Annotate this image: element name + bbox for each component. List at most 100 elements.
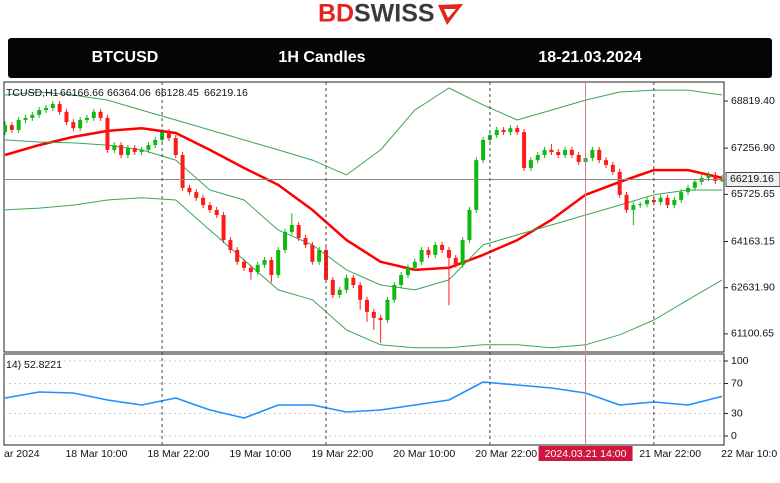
candle-body [57, 104, 62, 112]
rsi-line [4, 381, 723, 419]
candle-body [556, 151, 561, 156]
candle-body [351, 277, 356, 286]
candle-body [221, 215, 226, 241]
candle-body [310, 244, 315, 262]
candle-body [446, 250, 451, 258]
current-price-label: 66219.16 [730, 173, 774, 185]
candle-body [658, 197, 663, 203]
candle-body [248, 267, 253, 273]
header-timeframe: 1H Candles [278, 49, 365, 66]
candle-body [412, 261, 417, 268]
candle-body [453, 257, 458, 265]
candle-body [706, 174, 711, 178]
candle-body [228, 240, 233, 251]
candle-body [481, 139, 486, 161]
candle-body [201, 197, 206, 206]
candle-body [576, 155, 581, 162]
candle-body [371, 311, 376, 318]
candle-body [522, 132, 527, 168]
candle-body [358, 285, 363, 300]
candle-body [125, 148, 130, 156]
candle-body [255, 264, 260, 273]
candle-body [542, 149, 547, 156]
header-symbol: BTCUSD [92, 49, 159, 66]
candle-body [631, 205, 636, 210]
candle-body [494, 129, 499, 136]
candle-body [4, 125, 7, 133]
candle-body [467, 209, 472, 241]
candle-body [419, 250, 424, 262]
crosshair-label: 2024.03.21 14:00 [545, 448, 627, 460]
candle-body [173, 138, 178, 156]
candle-body [364, 299, 369, 312]
candle-body [37, 110, 42, 115]
y-tick-label: 70 [731, 377, 743, 389]
logo: BD SWISS [318, 0, 463, 28]
candle-body [64, 111, 69, 123]
candle-body [679, 192, 684, 200]
indicator-line [4, 139, 723, 291]
candle-body [78, 120, 83, 129]
x-tick-label: 20 Mar 10:00 [393, 448, 455, 460]
ohlc-high: 66364.06 [107, 87, 151, 99]
ohlc-close: 66219.16 [204, 87, 248, 99]
candle-body [84, 117, 89, 121]
x-tick-label: 19 Mar 10:00 [229, 448, 291, 460]
candle-body [672, 199, 677, 206]
candle-body [269, 259, 274, 276]
y-tick-label: 64163.15 [731, 235, 775, 247]
candle-body [194, 192, 199, 198]
candle-body [276, 250, 281, 276]
y-tick-label: 67256.90 [731, 142, 775, 154]
candle-body [98, 111, 103, 118]
candle-body [433, 244, 438, 255]
crosshair-label-box [538, 446, 633, 461]
candle-body [23, 117, 28, 121]
y-tick-label: 0 [731, 430, 737, 442]
rsi-panel [3, 353, 725, 446]
candle-body [30, 114, 35, 118]
candle-body [610, 164, 615, 172]
candle-body [651, 199, 656, 203]
candle-body [289, 224, 294, 232]
header-period: 18-21.03.2024 [538, 49, 641, 66]
candle-body [713, 174, 718, 181]
candle-body [569, 149, 574, 156]
candle-body [330, 279, 335, 295]
candle-body [645, 199, 650, 205]
candle-body [426, 250, 431, 255]
candle-body [515, 128, 520, 133]
candle-body [399, 275, 404, 286]
candle-body [528, 160, 533, 168]
candle-body [638, 204, 643, 206]
rsi-value: 52.8221 [24, 359, 62, 371]
candle-body [405, 267, 410, 276]
x-tick-label: 18 Mar 22:00 [147, 448, 209, 460]
y-tick-label: 61100.65 [731, 328, 774, 340]
candle-body [501, 129, 506, 133]
candle-body [112, 145, 117, 150]
candle-body [119, 145, 124, 156]
candle-body [105, 117, 110, 150]
candle-body [180, 155, 185, 188]
axes: 68819.40 67256.90 65725.65 64163.15 62631.90… [4, 82, 780, 461]
rsi-label: 14) [6, 359, 21, 371]
ohlc-open: 66166.66 [60, 87, 104, 99]
current-price-box [725, 172, 780, 187]
candle-body [132, 148, 137, 152]
candle-body [166, 132, 171, 139]
logo-left: BD [318, 0, 354, 28]
logo-right: SWISS [354, 0, 435, 28]
candle-body [153, 139, 158, 146]
candle-body [50, 104, 55, 108]
x-tick-label: 20 Mar 22:00 [475, 448, 537, 460]
candle-body [303, 237, 308, 245]
candle-body [617, 171, 622, 195]
candle-body [9, 125, 14, 130]
candle-body [460, 240, 465, 265]
indicator-line [4, 87, 723, 176]
symbol-label: TCUSD,H1 [6, 87, 59, 99]
candle-body [378, 317, 383, 321]
header-bar [8, 38, 772, 78]
candle-body [139, 149, 144, 152]
